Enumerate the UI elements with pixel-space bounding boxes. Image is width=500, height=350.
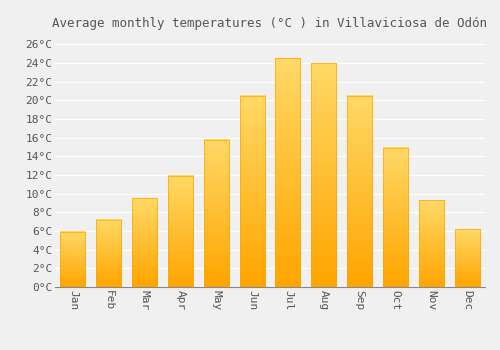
Bar bbox=[204, 140, 229, 287]
Bar bbox=[168, 176, 193, 287]
Bar bbox=[347, 96, 372, 287]
Bar bbox=[132, 198, 157, 287]
Bar bbox=[383, 148, 408, 287]
Bar bbox=[240, 96, 264, 287]
Title: Average monthly temperatures (°C ) in Villaviciosa de Odón: Average monthly temperatures (°C ) in Vi… bbox=[52, 17, 488, 30]
Bar bbox=[60, 232, 86, 287]
Bar bbox=[454, 229, 479, 287]
Bar bbox=[96, 220, 122, 287]
Bar bbox=[276, 58, 300, 287]
Bar bbox=[418, 200, 444, 287]
Bar bbox=[311, 63, 336, 287]
